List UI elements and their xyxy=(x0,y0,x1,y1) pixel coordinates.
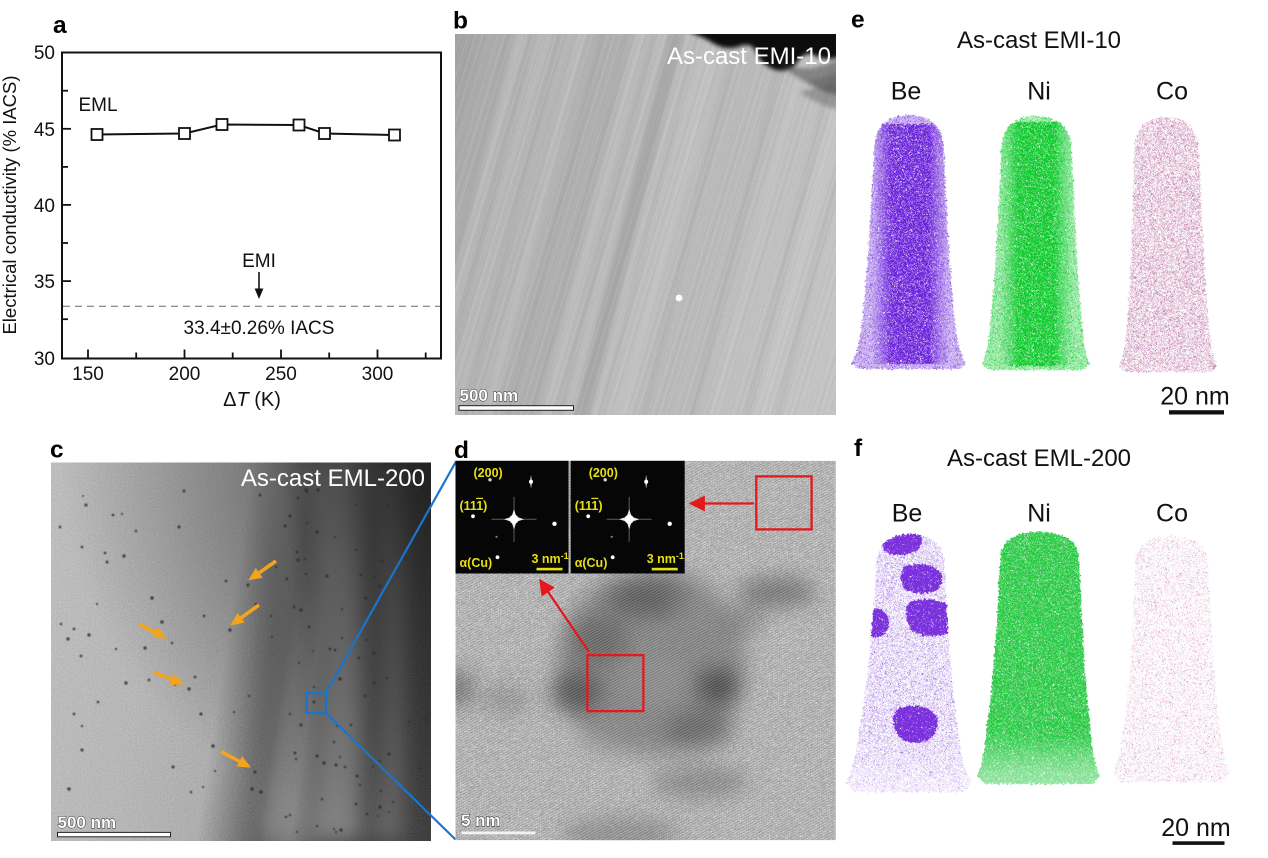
svg-text:200: 200 xyxy=(169,364,201,385)
svg-text:(200): (200) xyxy=(589,466,618,480)
svg-text:As-cast EML-200: As-cast EML-200 xyxy=(947,445,1131,472)
svg-text:EML: EML xyxy=(78,95,117,116)
svg-text:EMI: EMI xyxy=(242,251,276,272)
svg-text:20 nm: 20 nm xyxy=(1161,814,1230,842)
svg-text:Be: Be xyxy=(891,78,922,106)
svg-text:As-cast EML-200: As-cast EML-200 xyxy=(241,465,425,492)
svg-text:5 nm: 5 nm xyxy=(461,811,501,830)
svg-text:250: 250 xyxy=(265,364,297,385)
svg-text:35: 35 xyxy=(34,272,55,293)
svg-text:45: 45 xyxy=(34,120,55,141)
svg-text:50: 50 xyxy=(34,43,55,64)
svg-text:Ni: Ni xyxy=(1027,500,1051,528)
svg-text:As-cast EMI-10: As-cast EMI-10 xyxy=(957,27,1121,54)
svg-text:(111): (111) xyxy=(575,499,603,513)
svg-text:Ni: Ni xyxy=(1027,78,1051,106)
svg-text:e: e xyxy=(851,7,865,34)
svg-text:Co: Co xyxy=(1156,78,1188,106)
svg-text:d: d xyxy=(454,437,469,464)
svg-text:3 nm-1: 3 nm-1 xyxy=(647,551,684,566)
svg-text:40: 40 xyxy=(34,196,55,217)
svg-text:ΔT (K): ΔT (K) xyxy=(223,389,281,411)
svg-text:300: 300 xyxy=(362,364,394,385)
svg-text:(111): (111) xyxy=(460,499,488,513)
svg-text:α(Cu): α(Cu) xyxy=(575,556,608,570)
svg-text:3 nm-1: 3 nm-1 xyxy=(532,551,569,566)
svg-text:150: 150 xyxy=(72,364,104,385)
svg-text:Be: Be xyxy=(892,500,923,528)
svg-text:500 nm: 500 nm xyxy=(460,386,519,405)
svg-text:f: f xyxy=(854,435,863,462)
svg-text:a: a xyxy=(53,12,67,39)
svg-text:Co: Co xyxy=(1156,500,1188,528)
svg-text:α(Cu): α(Cu) xyxy=(460,556,493,570)
svg-text:b: b xyxy=(453,8,468,35)
svg-text:As-cast EMI-10: As-cast EMI-10 xyxy=(667,43,831,70)
svg-text:30: 30 xyxy=(34,349,55,370)
svg-text:c: c xyxy=(50,437,64,464)
svg-text:(200): (200) xyxy=(474,466,503,480)
svg-text:Electrical conductivity (% IAC: Electrical conductivity (% IACS) xyxy=(0,75,20,334)
svg-text:500 nm: 500 nm xyxy=(58,813,117,832)
svg-text:33.4±0.26% IACS: 33.4±0.26% IACS xyxy=(184,318,335,339)
svg-text:20 nm: 20 nm xyxy=(1160,383,1229,411)
